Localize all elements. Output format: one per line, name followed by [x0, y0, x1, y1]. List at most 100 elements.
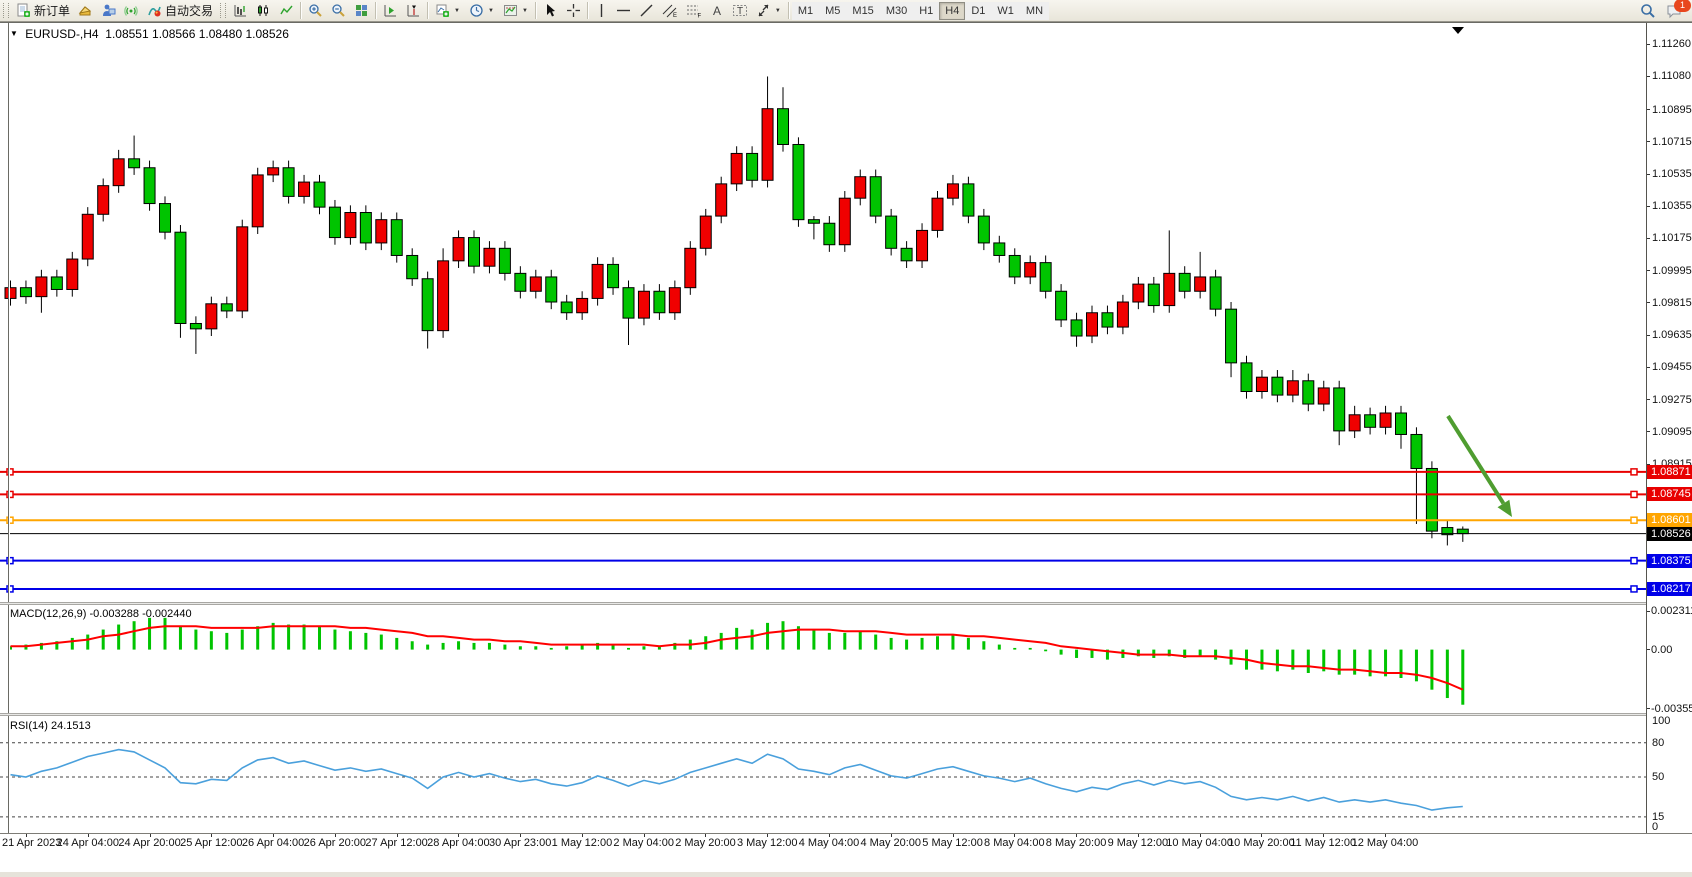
macd-histogram-bar: [1198, 649, 1202, 657]
pane-separator[interactable]: [0, 713, 1646, 716]
price-axis[interactable]: 1.11260 1.11080 1.10895 1.10715 1.10535 1.103…: [1646, 23, 1692, 833]
crosshair-icon: [566, 4, 580, 17]
macd-histogram-bar: [1183, 649, 1187, 658]
zoom-in-button[interactable]: [304, 1, 327, 21]
zoom-in-icon: [309, 4, 322, 17]
candle-body: [715, 183, 728, 217]
main-price-pane[interactable]: [0, 23, 1646, 602]
add-indicator-dropdown-icon[interactable]: ▼: [454, 7, 460, 14]
tile-windows-button[interactable]: [350, 1, 373, 21]
fibonacci-button[interactable]: F: [682, 1, 706, 21]
candle-body: [1317, 387, 1330, 405]
ohlc-high: 1.08566: [152, 27, 196, 41]
macd-histogram-bar: [178, 626, 182, 650]
candle-body: [931, 197, 944, 231]
trend-arrow-shaft[interactable]: [1446, 414, 1506, 505]
candle-body: [390, 219, 403, 256]
vertical-line-button[interactable]: [591, 1, 612, 21]
candle-body: [1379, 412, 1392, 428]
timeframe-button-mn[interactable]: MN: [1019, 1, 1050, 20]
timeframe-button-m5[interactable]: M5: [819, 1, 847, 20]
macd-histogram-bar: [750, 629, 754, 650]
signals-button[interactable]: [120, 1, 143, 21]
zoom-out-button[interactable]: [327, 1, 350, 21]
line-handle[interactable]: [6, 468, 14, 476]
autotrading-button[interactable]: 自动交易: [143, 1, 217, 21]
candle-body: [1024, 262, 1037, 278]
pane-separator[interactable]: [0, 602, 1646, 605]
timeframe-button-m30[interactable]: M30: [879, 1, 914, 20]
line-handle[interactable]: [1630, 585, 1638, 593]
line-handle[interactable]: [6, 556, 14, 565]
macd-histogram-bar: [812, 629, 816, 650]
text-button[interactable]: A: [706, 1, 728, 21]
macd-histogram-bar: [1384, 649, 1388, 677]
arrows-tool-button[interactable]: ▼: [752, 1, 786, 21]
line-handle[interactable]: [6, 490, 14, 499]
candle-body: [637, 290, 650, 319]
market-watch-button[interactable]: [74, 1, 97, 21]
price-level-tag[interactable]: 1.08217: [1647, 581, 1692, 596]
chart-shift-button[interactable]: [402, 1, 425, 21]
candle-body: [699, 215, 712, 249]
period-clock-icon: [470, 4, 483, 17]
bar-chart-button[interactable]: [229, 1, 252, 21]
macd-tick-mark: [1647, 649, 1650, 651]
rsi-pane[interactable]: [0, 716, 1646, 833]
line-handle[interactable]: [6, 585, 14, 593]
price-tick-mark: [1647, 205, 1650, 207]
line-handle[interactable]: [6, 516, 14, 524]
trendline-button[interactable]: [635, 1, 658, 21]
signals-icon: [124, 6, 138, 16]
price-tick-mark: [1647, 43, 1650, 45]
macd-tick-mark: [1647, 610, 1650, 612]
price-level-tag[interactable]: 1.08745: [1647, 487, 1692, 502]
timeframe-button-d1[interactable]: D1: [965, 1, 992, 20]
metaeditor-button[interactable]: [97, 1, 120, 21]
arrows-dropdown-icon[interactable]: ▼: [774, 7, 781, 14]
trend-arrow-head[interactable]: [1497, 499, 1512, 517]
macd-histogram-bar: [796, 626, 800, 650]
new-order-button[interactable]: 新订单: [12, 1, 74, 21]
macd-histogram-bar: [1044, 649, 1048, 652]
search-icon[interactable]: [1640, 3, 1656, 19]
equidistant-channel-button[interactable]: E: [658, 1, 682, 21]
candle-body: [421, 278, 434, 332]
text-label-icon: T: [732, 5, 747, 17]
price-level-tag[interactable]: 1.08375: [1647, 553, 1692, 568]
text-label-button[interactable]: T: [728, 1, 752, 21]
timeframe-button-h4[interactable]: H4: [939, 1, 966, 20]
macd-histogram-bar: [1353, 649, 1357, 675]
price-level-tag[interactable]: 1.08601: [1647, 513, 1692, 528]
line-handle[interactable]: [1630, 468, 1638, 476]
line-chart-button[interactable]: [275, 1, 298, 21]
crosshair-button[interactable]: [562, 1, 585, 21]
cursor-button[interactable]: [539, 1, 562, 21]
svg-text:E: E: [673, 13, 677, 18]
macd-pane[interactable]: [0, 605, 1646, 713]
add-indicator-button[interactable]: ▼: [431, 1, 465, 21]
line-handle[interactable]: [1630, 556, 1638, 565]
candle-body: [498, 247, 511, 274]
timeframe-button-m1[interactable]: M1: [791, 1, 820, 20]
auto-scroll-button[interactable]: [379, 1, 402, 21]
macd-histogram-bar: [1059, 649, 1063, 655]
period-dropdown-icon[interactable]: ▼: [487, 7, 494, 14]
template-dropdown-icon[interactable]: ▼: [521, 7, 528, 14]
candlestick-button[interactable]: [252, 1, 275, 21]
price-level-tag[interactable]: 1.08871: [1647, 464, 1692, 479]
line-handle[interactable]: [1630, 490, 1638, 499]
timeframe-button-m15[interactable]: M15: [846, 1, 880, 20]
line-handle[interactable]: [1630, 516, 1638, 524]
symbol-dropdown-icon[interactable]: ▼: [10, 29, 18, 38]
chart-shift-marker[interactable]: [1452, 27, 1464, 34]
timeframe-button-h1[interactable]: H1: [913, 1, 940, 20]
horizontal-line-button[interactable]: [612, 1, 635, 21]
timeframe-button-w1[interactable]: W1: [991, 1, 1020, 20]
notifications-button[interactable]: 1: [1666, 0, 1691, 19]
time-axis[interactable]: 21 Apr 2023 24 Apr 04:00 24 Apr 20:00 25 Ap…: [0, 833, 1692, 855]
line-chart-icon: [280, 5, 293, 15]
period-button[interactable]: ▼: [465, 1, 499, 21]
macd-histogram-bar: [843, 632, 847, 650]
template-button[interactable]: ▼: [499, 1, 533, 21]
